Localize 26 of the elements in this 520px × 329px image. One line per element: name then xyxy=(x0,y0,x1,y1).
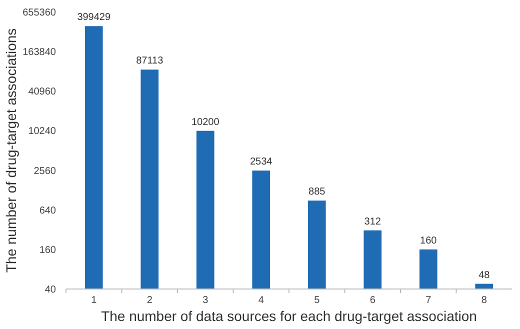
y-tick-label: 160 xyxy=(39,244,56,256)
data-label: 10200 xyxy=(191,116,220,128)
x-axis-title: The number of data sources for each drug-target association xyxy=(101,308,477,324)
data-label: 160 xyxy=(420,235,438,246)
y-tick-label: 2560 xyxy=(34,166,56,177)
y-tick-label: 10240 xyxy=(28,126,56,138)
data-label: 399429 xyxy=(77,12,111,24)
x-tick-label: 1 xyxy=(91,295,98,306)
data-label: 885 xyxy=(308,186,326,198)
y-tick-label: 40 xyxy=(44,284,56,296)
x-tick-label: 2 xyxy=(146,295,153,306)
y-tick-label: 655360 xyxy=(22,8,56,18)
y-tick-label: 163840 xyxy=(22,47,56,58)
y-tick-label: 640 xyxy=(39,205,56,216)
y-axis-title: The number of drug-target associations xyxy=(3,28,19,273)
x-tick-label: 4 xyxy=(258,295,264,306)
x-tick-label: 5 xyxy=(314,295,320,306)
x-tick-label: 3 xyxy=(202,295,209,306)
data-label: 312 xyxy=(364,216,382,228)
x-tick-label: 7 xyxy=(426,295,432,306)
x-tick-label: 8 xyxy=(481,295,488,306)
x-tick-label: 6 xyxy=(370,295,376,306)
data-label: 48 xyxy=(478,270,490,281)
data-label: 87113 xyxy=(136,56,164,67)
y-tick-label: 40960 xyxy=(28,86,56,98)
data-label: 2534 xyxy=(250,156,273,168)
